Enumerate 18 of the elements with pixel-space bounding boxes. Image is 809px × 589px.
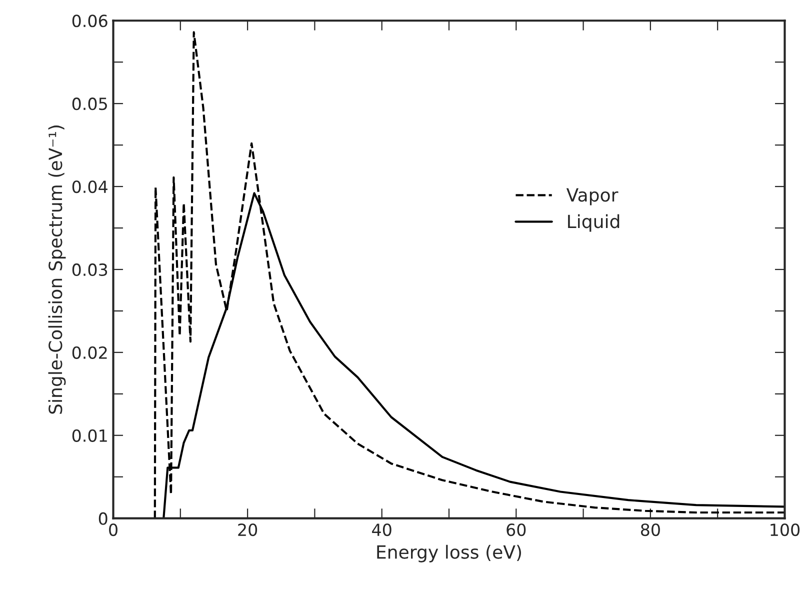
y-tick-label: 0 [98,512,108,525]
legend-label: Liquid [568,214,620,232]
x-tick-label: 40 [372,523,392,536]
x-tick-label: 20 [238,523,258,536]
y-tick-label: 0.02 [72,346,107,359]
x-tick-label: 60 [506,523,526,536]
y-tick-label: 0.04 [72,180,108,194]
x-tick-label: 80 [640,523,660,536]
y-tick-label: 0.06 [72,14,108,28]
legend-label: Vapor [566,188,618,206]
y-tick-label: 0.05 [72,98,107,110]
x-tick-label: 100 [770,523,800,536]
line-series [154,31,785,518]
x-tick-label: 0 [109,523,118,536]
y-axis-title: Single-Collision Spectrum (eV⁻¹) [48,126,66,414]
y-tick-label: 0.03 [72,263,108,276]
y-tick-label: 0.01 [72,429,107,442]
x-axis-title: Energy loss (eV) [377,544,521,562]
